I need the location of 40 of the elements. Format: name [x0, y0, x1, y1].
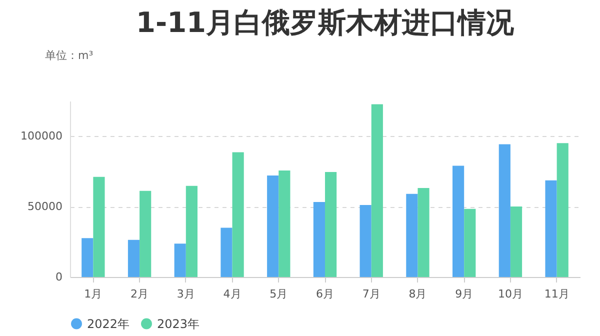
bar [313, 202, 325, 277]
bar [556, 143, 568, 277]
bar [128, 240, 140, 277]
bar [174, 244, 186, 277]
bar [186, 186, 198, 277]
bar [93, 176, 105, 277]
chart-title: 1-11月白俄罗斯木材进口情况 [136, 6, 516, 39]
x-tick-label: 10月 [498, 288, 523, 300]
x-tick-label: 2月 [130, 288, 149, 300]
bar [278, 170, 290, 277]
chart-subtitle: 单位：m³ [45, 49, 94, 62]
y-tick-label: 100000 [20, 130, 62, 143]
bar [360, 205, 372, 277]
bar [371, 104, 383, 277]
bar [325, 172, 337, 277]
x-tick-label: 4月 [223, 288, 242, 300]
bar [464, 208, 476, 277]
x-tick-label: 6月 [316, 288, 334, 300]
bar [510, 206, 522, 277]
bar [267, 175, 279, 277]
x-tick-label: 3月 [176, 288, 195, 300]
x-tick-label: 5月 [270, 288, 288, 300]
bar [498, 144, 510, 277]
y-tick-label: 50000 [28, 200, 62, 214]
bar [220, 228, 232, 277]
x-tick-label: 7月 [362, 288, 380, 300]
x-tick-label: 8月 [408, 288, 427, 300]
bar [406, 194, 418, 277]
y-tick-label: 0 [56, 270, 62, 284]
legend-label: 2022年 [87, 316, 130, 331]
bar [452, 166, 464, 277]
x-tick-label: 1月 [84, 288, 102, 300]
legend-label: 2023年 [157, 316, 200, 331]
x-tick-label: 9月 [455, 288, 474, 300]
bar [82, 238, 94, 277]
x-tick-label: 11月 [544, 288, 570, 300]
bar [140, 190, 152, 277]
bar [232, 152, 244, 277]
bar [545, 180, 557, 277]
bar [418, 188, 430, 277]
